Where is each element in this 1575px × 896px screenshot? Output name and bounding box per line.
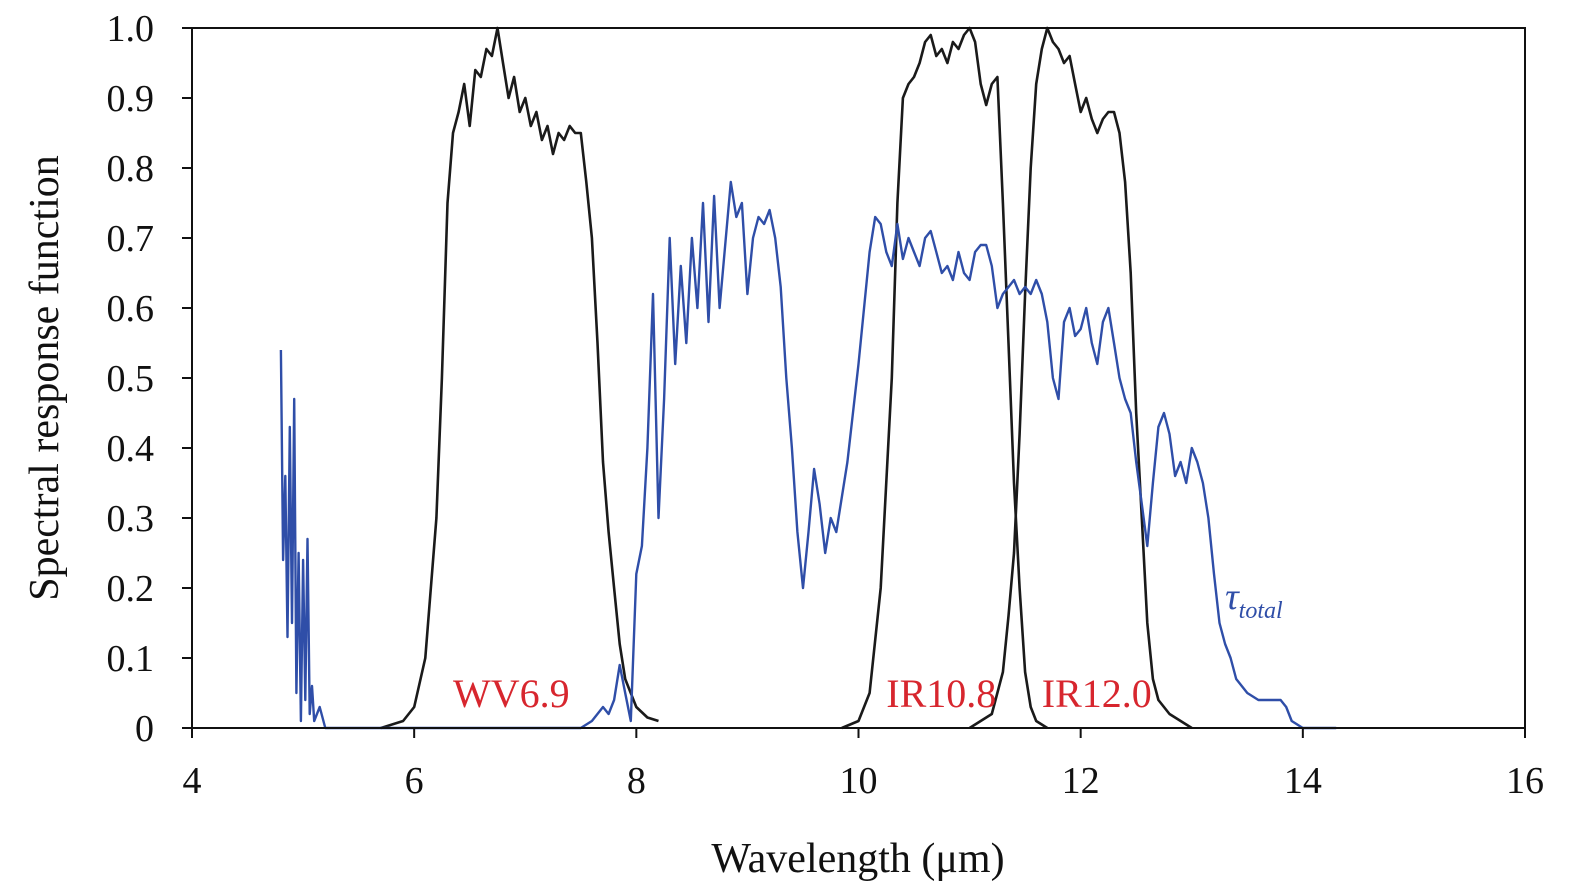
x-tick-label: 16 bbox=[1506, 760, 1544, 802]
series-layer bbox=[279, 26, 1337, 730]
x-tick-label: 4 bbox=[183, 760, 202, 802]
y-axis-title: Spectral response function bbox=[22, 155, 68, 601]
x-axis-title: Wavelength (μm) bbox=[711, 836, 1004, 882]
plot-frame bbox=[191, 27, 1526, 729]
y-tick-label: 0.2 bbox=[107, 568, 155, 610]
ticks-layer: 4 6 8 10 12 14 16 0 0.1 0.2 0.3 0.4 0.5 0.6 0.7 0.8 0.9 1… bbox=[107, 8, 1545, 802]
tau-subscript: total bbox=[1239, 598, 1283, 624]
y-tick-label: 0.7 bbox=[107, 218, 155, 260]
y-tick-label: 0 bbox=[135, 708, 154, 750]
x-tick-label: 14 bbox=[1284, 760, 1322, 802]
series-line--total bbox=[279, 180, 1337, 730]
x-tick-label: 8 bbox=[627, 760, 646, 802]
series-line-ir10-8 bbox=[841, 26, 1048, 730]
tau-total-label: τtotal bbox=[1225, 576, 1283, 624]
labels-layer: WV6.9 IR10.8 IR12.0 bbox=[453, 671, 1152, 716]
band-label-wv6-9: WV6.9 bbox=[453, 671, 570, 716]
y-tick-label: 0.3 bbox=[107, 498, 155, 540]
y-tick-label: 0.4 bbox=[107, 428, 155, 470]
x-tick-label: 10 bbox=[840, 760, 878, 802]
series-line-wv6-9 bbox=[380, 26, 659, 730]
y-tick-label: 1.0 bbox=[107, 8, 155, 50]
y-tick-label: 0.5 bbox=[107, 358, 155, 400]
y-tick-label: 0.9 bbox=[107, 78, 155, 120]
x-tick-label: 12 bbox=[1062, 760, 1100, 802]
y-tick-label: 0.1 bbox=[107, 638, 155, 680]
y-tick-label: 0.8 bbox=[107, 148, 155, 190]
band-label-ir12-0: IR12.0 bbox=[1042, 671, 1152, 716]
band-label-ir10-8: IR10.8 bbox=[886, 671, 996, 716]
y-tick-label: 0.6 bbox=[107, 288, 155, 330]
tau-symbol: τ bbox=[1225, 576, 1240, 618]
series-line-ir12-0 bbox=[968, 26, 1193, 730]
x-tick-label: 6 bbox=[405, 760, 424, 802]
